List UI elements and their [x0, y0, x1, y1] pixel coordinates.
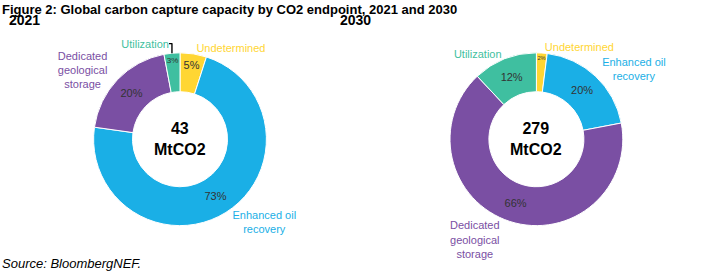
svg-text:Enhanced oilrecovery: Enhanced oilrecovery	[602, 56, 666, 82]
svg-text:Figure 2: Global carbon captur: Figure 2: Global carbon capture capacity…	[2, 2, 457, 17]
svg-text:2030: 2030	[340, 12, 371, 28]
svg-text:20%: 20%	[571, 84, 593, 96]
svg-text:73%: 73%	[204, 190, 226, 202]
svg-text:Undetermined: Undetermined	[196, 42, 265, 54]
svg-text:12%: 12%	[501, 71, 523, 83]
svg-text:Dedicatedgeologicalstorage: Dedicatedgeologicalstorage	[58, 50, 108, 91]
svg-text:5%: 5%	[184, 59, 200, 71]
svg-text:20%: 20%	[120, 87, 142, 99]
svg-text:279MtCO2: 279MtCO2	[510, 120, 562, 158]
svg-text:66%: 66%	[505, 197, 527, 209]
svg-text:Source: BloombergNEF.: Source: BloombergNEF.	[2, 256, 141, 271]
svg-text:Undetermined: Undetermined	[545, 41, 614, 53]
svg-text:3%: 3%	[167, 56, 179, 65]
svg-text:2%: 2%	[537, 55, 545, 61]
svg-text:Enhanced oilrecovery: Enhanced oilrecovery	[232, 209, 296, 235]
svg-text:2021: 2021	[9, 12, 40, 28]
svg-text:Utilization: Utilization	[121, 38, 169, 50]
svg-text:Utilization: Utilization	[454, 48, 502, 60]
svg-text:43MtCO2: 43MtCO2	[154, 120, 206, 158]
svg-text:Dedicatedgeologicalstorage: Dedicatedgeologicalstorage	[450, 219, 500, 260]
